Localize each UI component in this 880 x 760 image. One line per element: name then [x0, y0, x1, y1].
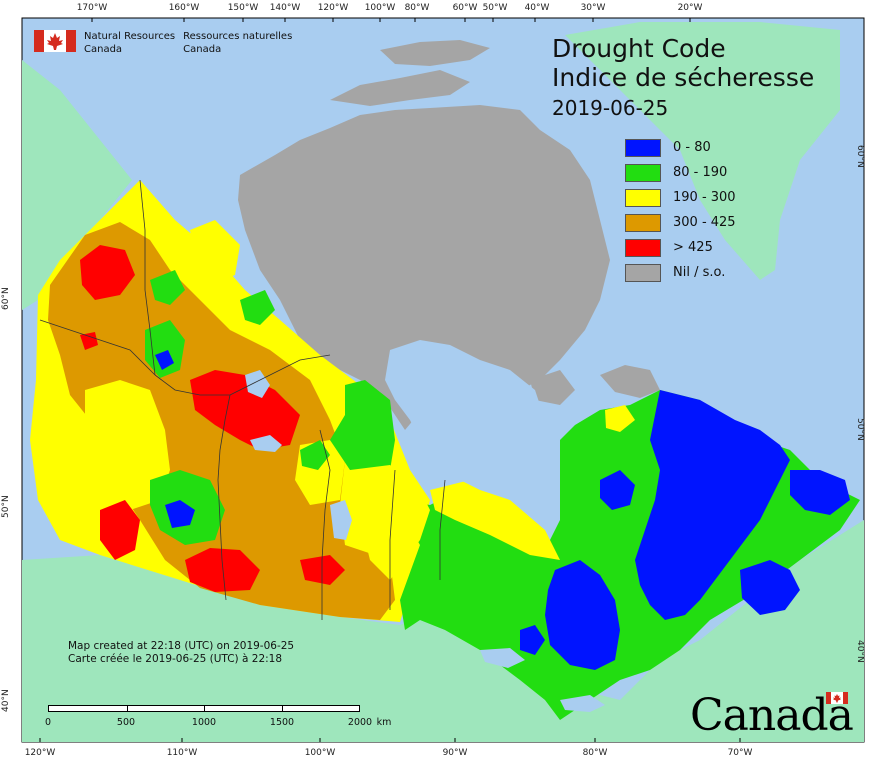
- scale-segment: [126, 706, 204, 711]
- legend-label: Nil / s.o.: [673, 265, 726, 280]
- graticule-right-label: 50°N: [855, 418, 866, 441]
- legend-item: 80 - 190: [625, 160, 736, 185]
- scale-label: 500: [116, 717, 136, 728]
- agency-fr-line: Canada: [183, 44, 222, 55]
- legend-item: > 425: [625, 235, 736, 260]
- scale-bar: 0 500 1000 1500 2000 km: [45, 705, 391, 728]
- graticule-bottom-label: 90°W: [442, 748, 468, 758]
- graticule-ticks: [39, 18, 741, 742]
- legend-swatch: [625, 163, 661, 182]
- canada-flag-icon: [34, 30, 76, 52]
- title-block: Drought Code Indice de sécheresse 2019-0…: [552, 34, 814, 121]
- graticule-top-label: 20°W: [677, 3, 703, 13]
- graticule-top-label: 100°W: [364, 3, 396, 13]
- graticule-right-label: 40°N: [855, 640, 866, 663]
- creation-notes: Map created at 22:18 (UTC) on 2019-06-25…: [68, 640, 294, 666]
- legend: 0 - 80 80 - 190 190 - 300 300 - 425 > 42…: [625, 135, 736, 285]
- scale-segment: [281, 706, 359, 711]
- legend-label: 80 - 190: [673, 165, 728, 180]
- legend-swatch: [625, 213, 661, 232]
- agency-block: Natural Resources Canada Ressources natu…: [34, 30, 292, 56]
- graticule-bottom-label: 120°W: [24, 748, 56, 758]
- agency-name-fr: Ressources naturelles Canada: [183, 30, 292, 56]
- graticule-top-label: 60°W: [452, 3, 478, 13]
- scale-label: 0: [44, 717, 52, 728]
- graticule-bottom-label: 80°W: [582, 748, 608, 758]
- drought-classes: [30, 180, 860, 720]
- created-note-fr: Carte créée le 2019-06-25 (UTC) à 22:18: [68, 653, 283, 665]
- graticule-bottom-label: 70°W: [727, 748, 753, 758]
- graticule-top-label: 150°W: [227, 3, 259, 13]
- graticule-top-label: 50°W: [482, 3, 508, 13]
- graticule-left-label: 40°N: [1, 689, 11, 712]
- legend-item: Nil / s.o.: [625, 260, 736, 285]
- map-title-en: Drought Code: [552, 34, 726, 63]
- graticule-top-label: 170°W: [76, 3, 108, 13]
- legend-swatch: [625, 138, 661, 157]
- scale-segment: [49, 706, 127, 711]
- graticule-top-label: 80°W: [404, 3, 430, 13]
- agency-fr-line: Ressources naturelles: [183, 31, 293, 42]
- agency-en-line: Canada: [84, 44, 123, 55]
- graticule-top-label: 140°W: [269, 3, 301, 13]
- scale-label: 2000: [347, 717, 373, 728]
- graticule-bottom-label: 110°W: [166, 748, 198, 758]
- legend-item: 0 - 80: [625, 135, 736, 160]
- graticule-bottom-label: 100°W: [304, 748, 336, 758]
- nil-arctic-region: [238, 40, 660, 430]
- graticule-top-label: 30°W: [580, 3, 606, 13]
- graticule-left-label: 50°N: [1, 495, 11, 518]
- provincial-borders: [39, 179, 446, 620]
- legend-item: 300 - 425: [625, 210, 736, 235]
- agency-name-en: Natural Resources Canada: [84, 30, 175, 56]
- agency-en-line: Natural Resources: [84, 31, 176, 42]
- legend-swatch: [625, 188, 661, 207]
- legend-label: > 425: [673, 240, 713, 255]
- created-note-en: Map created at 22:18 (UTC) on 2019-06-25: [68, 640, 295, 652]
- graticule-top-label: 160°W: [168, 3, 200, 13]
- map-date: 2019-06-25: [552, 96, 669, 120]
- scale-label: 1000: [191, 717, 217, 728]
- scale-label: 1500: [269, 717, 295, 728]
- scale-bar-graphic: [48, 705, 360, 712]
- legend-label: 0 - 80: [673, 140, 711, 155]
- graticule-right-label: 60°N: [855, 145, 866, 168]
- scale-unit: km: [376, 717, 392, 728]
- legend-swatch: [625, 238, 661, 257]
- legend-swatch: [625, 263, 661, 282]
- hudson-bay: [385, 340, 545, 500]
- land-outside-canada: [22, 22, 864, 742]
- legend-label: 190 - 300: [673, 190, 736, 205]
- wordmark-flag-icon: [826, 692, 848, 704]
- graticule-top-label: 120°W: [317, 3, 349, 13]
- lakes: [245, 370, 605, 712]
- graticule-top-label: 40°W: [524, 3, 550, 13]
- scale-segment: [204, 706, 282, 711]
- map-title-fr: Indice de sécheresse: [552, 63, 815, 92]
- legend-label: 300 - 425: [673, 215, 736, 230]
- graticule-left-label: 60°N: [1, 287, 11, 310]
- legend-item: 190 - 300: [625, 185, 736, 210]
